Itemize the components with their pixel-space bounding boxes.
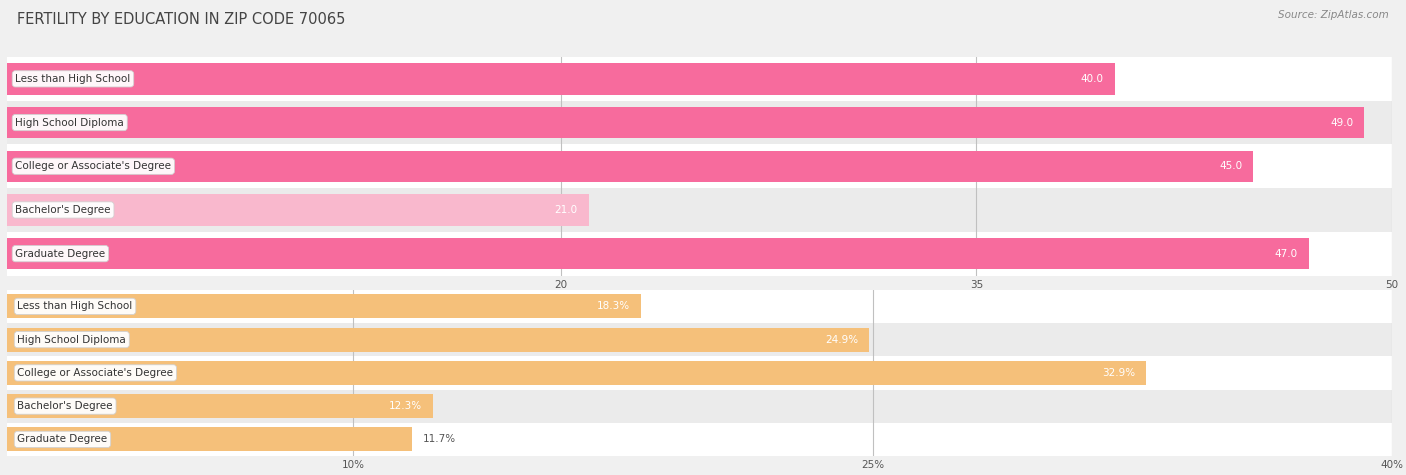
Text: 49.0: 49.0 xyxy=(1330,117,1353,128)
Bar xyxy=(7,238,1309,269)
Bar xyxy=(7,428,412,451)
Bar xyxy=(7,294,641,318)
Bar xyxy=(7,194,589,226)
Bar xyxy=(7,290,1392,323)
Text: College or Associate's Degree: College or Associate's Degree xyxy=(17,368,173,378)
Bar xyxy=(7,101,1392,144)
Text: 21.0: 21.0 xyxy=(554,205,578,215)
Bar xyxy=(7,356,1392,390)
Text: High School Diploma: High School Diploma xyxy=(15,117,124,128)
Bar xyxy=(7,107,1364,138)
Bar xyxy=(7,63,1115,95)
Text: 45.0: 45.0 xyxy=(1219,161,1243,171)
Bar xyxy=(7,394,433,418)
Bar xyxy=(7,232,1392,276)
Text: College or Associate's Degree: College or Associate's Degree xyxy=(15,161,172,171)
Text: Less than High School: Less than High School xyxy=(15,74,131,84)
Text: 32.9%: 32.9% xyxy=(1102,368,1135,378)
Text: 40.0: 40.0 xyxy=(1081,74,1104,84)
Bar xyxy=(7,151,1254,182)
Text: 47.0: 47.0 xyxy=(1275,248,1298,259)
Bar xyxy=(7,361,1146,385)
Bar xyxy=(7,188,1392,232)
Text: 24.9%: 24.9% xyxy=(825,334,858,345)
Text: 12.3%: 12.3% xyxy=(388,401,422,411)
Text: Graduate Degree: Graduate Degree xyxy=(17,434,107,445)
Bar xyxy=(7,390,1392,423)
Text: Bachelor's Degree: Bachelor's Degree xyxy=(17,401,112,411)
Text: Less than High School: Less than High School xyxy=(17,301,132,312)
Text: 11.7%: 11.7% xyxy=(423,434,457,445)
Text: Graduate Degree: Graduate Degree xyxy=(15,248,105,259)
Bar xyxy=(7,328,869,352)
Text: Source: ZipAtlas.com: Source: ZipAtlas.com xyxy=(1278,10,1389,20)
Text: Bachelor's Degree: Bachelor's Degree xyxy=(15,205,111,215)
Text: High School Diploma: High School Diploma xyxy=(17,334,127,345)
Bar xyxy=(7,423,1392,456)
Bar xyxy=(7,144,1392,188)
Bar xyxy=(7,323,1392,356)
Bar xyxy=(7,57,1392,101)
Text: FERTILITY BY EDUCATION IN ZIP CODE 70065: FERTILITY BY EDUCATION IN ZIP CODE 70065 xyxy=(17,12,346,27)
Text: 18.3%: 18.3% xyxy=(596,301,630,312)
